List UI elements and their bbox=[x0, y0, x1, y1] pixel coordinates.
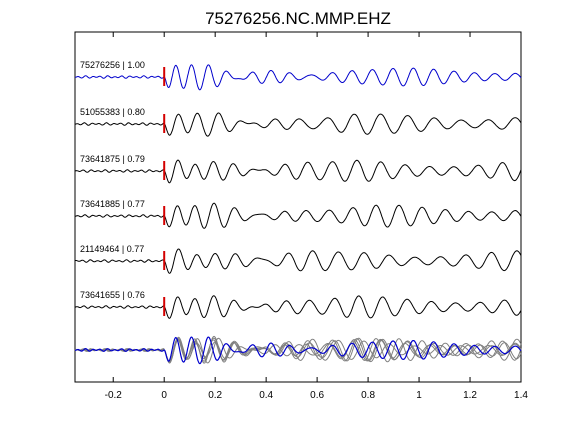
waveform-trace bbox=[74, 202, 522, 229]
x-axis: -0.2 0 0.2 0.4 0.6 0.8 1 1.2 1.4 bbox=[105, 32, 528, 401]
x-tick-label: -0.2 bbox=[105, 390, 123, 401]
stack-trace-main bbox=[74, 336, 522, 365]
trace-label: 73641875 | 0.79 bbox=[80, 154, 145, 164]
x-tick-label: 0.2 bbox=[208, 390, 222, 401]
trace-label: 51055383 | 0.80 bbox=[80, 107, 145, 117]
x-tick-label: 0.8 bbox=[361, 390, 375, 401]
stack-trace-other bbox=[74, 337, 522, 363]
chart-title: 75276256.NC.MMP.EHZ bbox=[205, 9, 391, 28]
x-tick-label: 0.6 bbox=[310, 390, 324, 401]
x-tick-label: 0.4 bbox=[259, 390, 273, 401]
waveform-traces bbox=[74, 64, 522, 319]
waveform-trace bbox=[74, 112, 522, 137]
trace-label: 21149464 | 0.77 bbox=[80, 244, 144, 254]
plot-axes-box bbox=[74, 31, 522, 383]
waveform-trace bbox=[74, 248, 522, 274]
x-tick-label: 1.4 bbox=[514, 390, 528, 401]
waveform-trace bbox=[74, 295, 522, 319]
overlay-stack bbox=[74, 335, 522, 365]
trace-label: 75276256 | 1.00 bbox=[80, 60, 145, 70]
trace-labels: 75276256 | 1.00 51055383 | 0.80 73641875 |… bbox=[80, 60, 145, 300]
x-tick-label: 0 bbox=[161, 390, 167, 401]
trace-label: 73641885 | 0.77 bbox=[80, 199, 145, 209]
x-tick-label: 1 bbox=[416, 390, 422, 401]
x-tick-label: 1.2 bbox=[463, 390, 477, 401]
trace-label: 73641655 | 0.76 bbox=[80, 290, 145, 300]
waveform-trace bbox=[74, 159, 522, 184]
waveform-trace bbox=[74, 64, 522, 91]
